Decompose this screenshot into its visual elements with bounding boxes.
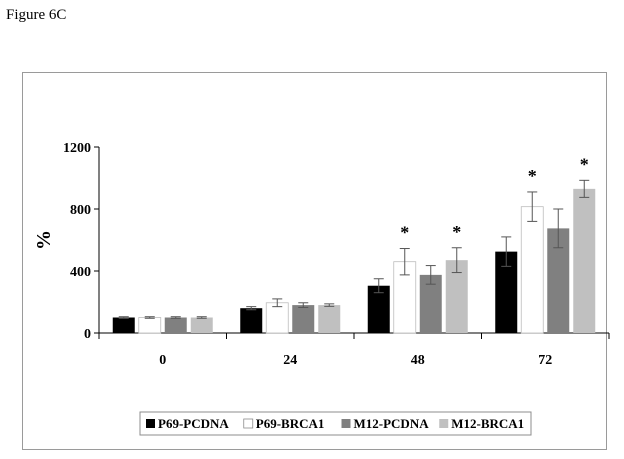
bar — [520, 206, 544, 334]
bar — [292, 305, 315, 333]
y-axis-label: % — [33, 230, 55, 250]
bar — [573, 188, 596, 333]
x-tick-label: 48 — [411, 353, 425, 368]
legend-box — [139, 411, 532, 436]
bar — [164, 317, 187, 333]
figure-label: Figure 6C — [6, 7, 67, 23]
y-tick-label: 0 — [84, 327, 91, 342]
bar — [265, 302, 289, 334]
bar — [445, 260, 468, 333]
bar — [240, 308, 263, 333]
x-tick-label: 24 — [283, 353, 297, 368]
y-tick-label: 800 — [70, 203, 91, 218]
legend-label: M12-PCDNA — [354, 416, 430, 431]
y-tick-label: 1200 — [63, 141, 91, 156]
bar — [318, 305, 341, 333]
bar — [112, 317, 135, 333]
significance-markers: * * * * — [400, 154, 589, 242]
significance-star: * — [400, 223, 409, 243]
bar — [419, 274, 442, 333]
bar — [495, 251, 518, 333]
legend-swatch — [146, 419, 155, 428]
significance-star: * — [580, 154, 589, 174]
x-tick-label: 72 — [538, 353, 552, 368]
bar — [547, 228, 570, 333]
chart-legend: P69-PCDNA P69-BRCA1 M12-PCDNA M12-BRCA1 — [139, 411, 532, 436]
significance-star: * — [528, 166, 537, 186]
chart-frame — [22, 72, 607, 450]
legend-label: M12-BRCA1 — [451, 416, 524, 431]
legend-label: P69-PCDNA — [158, 416, 229, 431]
legend-label: P69-BRCA1 — [256, 416, 325, 431]
chart-bars — [112, 188, 596, 334]
y-tick-label: 400 — [70, 265, 91, 280]
legend-swatch — [341, 419, 351, 428]
x-tick-label: 0 — [159, 353, 166, 368]
significance-star: * — [452, 222, 461, 242]
error-bars — [118, 179, 590, 319]
legend-swatch — [243, 418, 254, 429]
legend-swatch — [439, 419, 449, 428]
bar — [138, 317, 162, 334]
bar — [367, 285, 390, 333]
bar — [190, 317, 213, 333]
